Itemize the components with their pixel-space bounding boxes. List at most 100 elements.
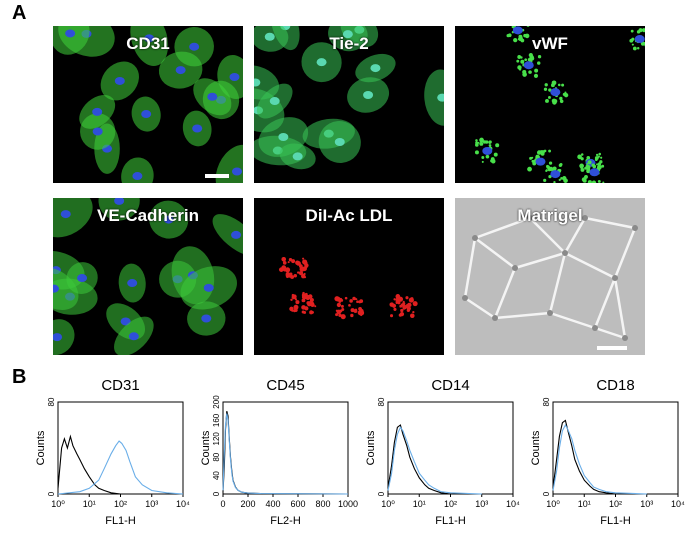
ldl-granule (349, 299, 353, 303)
micrograph-label: Tie-2 (329, 34, 369, 53)
ldl-granule (359, 299, 364, 304)
x-tick-label: 200 (240, 499, 255, 509)
vwf-granule (485, 154, 490, 159)
marker-stain-line (387, 426, 482, 495)
vwf-granule (495, 143, 500, 148)
y-tick-label: 80 (47, 397, 56, 406)
vwf-granule (548, 174, 552, 179)
nucleus (269, 97, 280, 106)
vwf-granule (587, 160, 592, 165)
ldl-granule (399, 312, 405, 317)
vwf-granule (545, 169, 548, 172)
y-tick-label: 200 (212, 395, 221, 409)
histogram-title: CD45 (266, 377, 304, 394)
ldl-granule (309, 301, 315, 307)
tube-node (582, 215, 588, 221)
histogram-cd31: CD31 10⁰ 10¹ 10² 10³ 10⁴ 0 80 FL1-H Counts (28, 372, 193, 537)
vwf-granule (559, 162, 563, 167)
micrograph-label: vWF (532, 34, 568, 53)
vwf-granule (546, 164, 549, 168)
vwf-granule (559, 96, 563, 101)
tube-segment (474, 216, 531, 240)
histogram-cd45: CD45 0 200 400 600 800 1000 0 40 80 120 160 200 FL2-H… (193, 372, 358, 537)
isotype-control-line (222, 411, 349, 495)
vwf-granule (481, 156, 485, 159)
nucleus (550, 88, 561, 97)
nucleus (634, 35, 645, 44)
micrograph-label: Matrigel (517, 206, 583, 225)
nucleus (189, 42, 200, 51)
x-tick-label: 10² (114, 499, 127, 509)
micrograph-cd31-image (53, 26, 243, 183)
vwf-granule (548, 161, 553, 165)
micrograph-ve-cadherin-image (53, 198, 243, 355)
vwf-granule (485, 140, 489, 144)
x-tick-label: 10¹ (578, 499, 591, 509)
vwf-granule (537, 61, 541, 65)
vwf-granule (553, 180, 556, 183)
vwf-granule (580, 153, 584, 156)
ldl-granule (393, 298, 396, 301)
y-tick-label: 0 (377, 491, 386, 496)
ldl-granule (314, 305, 317, 308)
nucleus (292, 152, 303, 161)
tube-segment (464, 296, 496, 320)
nucleus (127, 279, 138, 288)
vwf-granule (595, 153, 599, 157)
ldl-granule (299, 266, 305, 272)
ldl-granule (281, 265, 287, 271)
ldl-granule (406, 303, 410, 307)
ldl-granule (282, 261, 287, 265)
tube-node (462, 295, 468, 301)
y-tick-label: 0 (212, 491, 221, 496)
ldl-granule (310, 310, 313, 313)
vwf-granule (548, 96, 551, 99)
y-tick-label: 0 (47, 491, 56, 496)
vwf-granule (597, 179, 601, 183)
nucleus (535, 157, 546, 166)
tube-node (612, 275, 618, 281)
ldl-granule (359, 310, 365, 316)
micrograph-vwf: vWF (455, 26, 645, 183)
vwf-granule (557, 83, 561, 87)
x-tick-label: 1000 (338, 499, 358, 509)
micrograph-label: VE-Cadherin (96, 206, 200, 225)
vwf-granule (559, 169, 562, 172)
micrograph-dil-ac-ldl: DiI-Ac LDL (254, 198, 444, 355)
ldl-granule (340, 304, 344, 308)
micrograph-ve-cadherin: VE-Cadherin (53, 198, 243, 355)
ldl-granule (298, 264, 303, 268)
vwf-granule (540, 151, 545, 156)
vwf-granule (550, 83, 555, 88)
ldl-granule (295, 260, 300, 265)
x-axis-label: FL1-H (600, 515, 631, 527)
ldl-granule (281, 256, 287, 262)
tube-segment (548, 252, 567, 314)
x-tick-label: 10⁰ (546, 499, 560, 509)
x-tick-label: 10⁴ (671, 499, 685, 509)
plot-frame (222, 401, 349, 495)
tube-node (562, 250, 568, 256)
ldl-granule (397, 296, 404, 302)
y-axis-label: Counts (200, 430, 212, 465)
vwf-granule (591, 180, 597, 183)
ldl-granule (297, 271, 300, 274)
ldl-granule (402, 302, 406, 306)
x-tick-label: 10³ (640, 499, 653, 509)
y-tick-label: 80 (212, 452, 221, 461)
ldl-granule (292, 294, 297, 299)
ldl-granule (308, 294, 313, 299)
tube-node (632, 225, 638, 231)
tube-node (622, 335, 628, 341)
ldl-granule (402, 304, 407, 310)
nucleus (92, 127, 103, 136)
x-axis-label: FL1-H (105, 515, 136, 527)
ldl-granule (301, 310, 305, 314)
ldl-granule (355, 298, 358, 301)
panel-b-letter: B (12, 366, 27, 388)
y-tick-label: 160 (212, 413, 221, 427)
tube-segment (474, 237, 516, 269)
vwf-granule (547, 168, 551, 172)
x-tick-label: 10² (609, 499, 622, 509)
nucleus (175, 66, 186, 75)
